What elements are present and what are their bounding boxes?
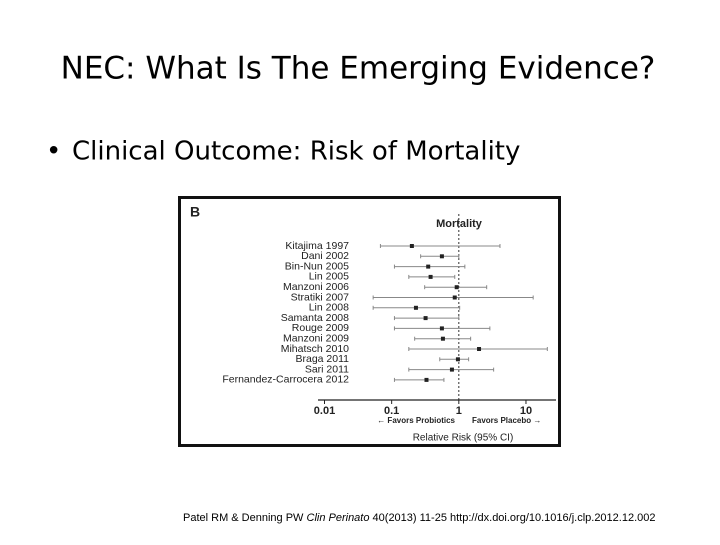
study-label: Bin-Nun 2005 <box>285 260 349 272</box>
x-tick-label: 10 <box>520 405 532 417</box>
point-estimate <box>426 264 431 269</box>
point-estimate <box>409 244 414 248</box>
study-label: Kitajima 1997 <box>285 240 349 252</box>
slide-title: NEC: What Is The Emerging Evidence? <box>61 51 656 87</box>
citation: Patel RM & Denning PW Clin Perinato 40(2… <box>183 512 656 524</box>
study-label: Rouge 2009 <box>292 322 349 334</box>
bullet-text: Clinical Outcome: Risk of Mortality <box>72 137 520 167</box>
point-estimate <box>423 316 428 321</box>
study-label: Lin 2008 <box>309 302 349 314</box>
x-tick-label: 0.01 <box>314 405 335 417</box>
chart-title: Mortality <box>436 218 483 230</box>
x-tick-label: 1 <box>456 405 462 417</box>
point-estimate <box>439 326 444 331</box>
study-label: Sari 2011 <box>305 363 349 375</box>
x-axis-label: Relative Risk (95% CI) <box>413 433 514 444</box>
point-estimate <box>477 347 482 351</box>
point-estimate <box>454 285 459 290</box>
figure-panel <box>181 199 558 444</box>
study-label: Mihatsch 2010 <box>281 343 349 355</box>
citation-details: 40(2013) 11-25 http://dx.doi.org/10.1016… <box>369 512 655 524</box>
bullet-marker: • <box>46 137 61 167</box>
study-label: Lin 2005 <box>309 271 349 283</box>
annotation: Favors Placebo → <box>472 416 541 425</box>
point-estimate <box>452 295 457 300</box>
study-label: Braga 2011 <box>295 353 349 365</box>
x-tick-label: 0.1 <box>384 405 399 417</box>
study-label: Fernandez-Carrocera 2012 <box>222 374 349 386</box>
study-label: Manzoni 2009 <box>283 332 349 344</box>
panel-label: B <box>190 204 200 220</box>
study-label: Samanta 2008 <box>281 312 349 324</box>
point-estimate <box>439 254 444 259</box>
point-estimate <box>449 367 454 372</box>
point-estimate <box>440 336 445 341</box>
point-estimate <box>428 274 433 279</box>
study-label: Stratiki 2007 <box>291 291 350 303</box>
study-label: Dani 2002 <box>301 250 349 262</box>
point-estimate <box>455 357 460 362</box>
study-label: Manzoni 2006 <box>283 281 349 293</box>
citation-authors: Patel RM & Denning PW <box>183 512 307 524</box>
point-estimate <box>413 305 418 310</box>
point-estimate <box>424 377 429 382</box>
citation-journal: Clin Perinato <box>307 512 370 524</box>
annotation: ← Favors Probiotics <box>377 416 455 425</box>
